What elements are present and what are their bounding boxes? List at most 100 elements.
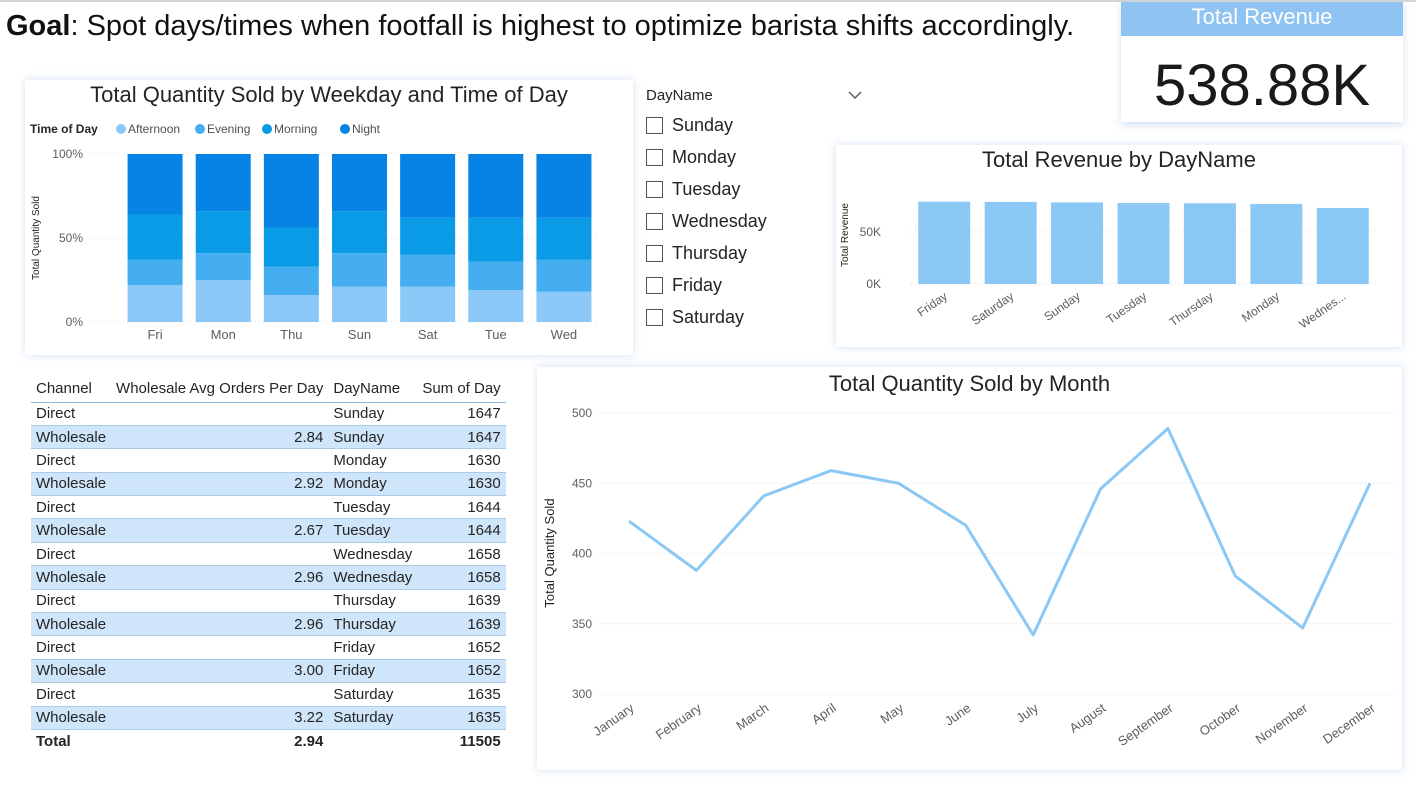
bar-segment-night-sun[interactable]	[332, 154, 387, 212]
bar-segment-afternoon-fri[interactable]	[127, 285, 183, 322]
y-tick-label: 0%	[66, 315, 84, 329]
legend-item-morning[interactable]: Morning	[262, 122, 317, 136]
data-point-october[interactable]	[1233, 574, 1237, 578]
table-cell: Tuesday	[328, 518, 418, 543]
kpi-title: Total Revenue	[1121, 2, 1403, 36]
slicer-item-monday[interactable]: Monday	[646, 145, 736, 169]
data-point-september[interactable]	[1166, 426, 1170, 430]
bar-segment-evening-mon[interactable]	[195, 253, 251, 280]
data-point-january[interactable]	[627, 519, 631, 523]
table-row[interactable]: Direct Saturday 1635	[31, 682, 506, 707]
channel-table[interactable]: Channel Wholesale Avg Orders Per Day DayNa…	[31, 376, 506, 753]
quantity-by-month-chart[interactable]: Total Quantity Sold by Month 300 350 400 45…	[537, 367, 1402, 770]
bar-segment-morning-wed[interactable]	[536, 217, 592, 260]
bar-segment-evening-thu[interactable]	[263, 266, 319, 296]
bar-segment-night-sat[interactable]	[400, 154, 456, 218]
data-point-june[interactable]	[964, 523, 968, 527]
bar-segment-morning-thu[interactable]	[263, 227, 319, 267]
table-row[interactable]: Wholesale 2.92 Monday 1630	[31, 472, 506, 497]
revenue-bar-wednes[interactable]	[1316, 207, 1369, 284]
bar-segment-afternoon-mon[interactable]	[195, 280, 251, 322]
legend-item-evening[interactable]: Evening	[195, 122, 250, 136]
table-row[interactable]: Wholesale 2.96 Wednesday 1658	[31, 565, 506, 590]
column-header[interactable]: Wholesale Avg Orders Per Day	[116, 380, 324, 398]
revenue-bar-monday[interactable]	[1250, 204, 1303, 284]
table-row[interactable]: Direct Friday 1652	[31, 635, 506, 660]
table-cell: Sunday	[328, 425, 418, 450]
y-tick-label: 50K	[860, 225, 881, 239]
slicer-checkbox[interactable]	[646, 148, 663, 166]
column-header[interactable]: Channel	[36, 380, 92, 398]
table-cell: Direct	[31, 682, 112, 707]
column-header[interactable]: DayName	[333, 380, 401, 398]
bar-segment-night-thu[interactable]	[263, 154, 319, 228]
column-header[interactable]: Sum of Day	[422, 380, 501, 398]
slicer-item-friday[interactable]: Friday	[646, 273, 722, 297]
bar-segment-night-fri[interactable]	[127, 154, 183, 215]
bar-segment-night-mon[interactable]	[195, 154, 251, 212]
line-series[interactable]	[628, 426, 1372, 637]
bar-segment-afternoon-wed[interactable]	[536, 291, 592, 322]
revenue-by-dayname-chart[interactable]: Total Revenue by DayName 0K 50K Total Reve…	[836, 145, 1402, 347]
data-point-july[interactable]	[1031, 633, 1035, 637]
bar-segment-afternoon-sat[interactable]	[400, 286, 456, 322]
bar-segment-evening-sat[interactable]	[400, 254, 456, 287]
slicer-checkbox[interactable]	[646, 212, 663, 230]
table-row[interactable]: Direct Sunday 1647	[31, 402, 506, 426]
legend-item-afternoon[interactable]: Afternoon	[116, 122, 180, 136]
dayname-slicer[interactable]: DayName Sunday Monday Tuesday Wednesday Thur…	[646, 85, 871, 335]
slicer-item-wednesday[interactable]: Wednesday	[646, 209, 767, 233]
slicer-item-saturday[interactable]: Saturday	[646, 305, 744, 329]
bar-segment-evening-fri[interactable]	[127, 259, 183, 286]
legend-item-night[interactable]: Night	[340, 122, 381, 136]
data-point-april[interactable]	[829, 469, 833, 473]
data-point-may[interactable]	[896, 481, 900, 485]
bar-segment-evening-tue[interactable]	[468, 261, 524, 291]
table-row[interactable]: Wholesale 2.67 Tuesday 1644	[31, 518, 506, 543]
bar-segment-night-tue[interactable]	[468, 154, 524, 218]
bar-segment-morning-sun[interactable]	[332, 211, 387, 254]
total-revenue-card[interactable]: Total Revenue 538.88K	[1121, 2, 1403, 122]
table-row[interactable]: Wholesale 2.96 Thursday 1639	[31, 612, 506, 637]
revenue-bar-saturday[interactable]	[984, 201, 1037, 284]
table-row[interactable]: Direct Wednesday 1658	[31, 542, 506, 567]
bar-segment-evening-sun[interactable]	[332, 253, 387, 287]
data-point-december[interactable]	[1368, 481, 1372, 485]
table-row[interactable]: Wholesale 3.22 Saturday 1635	[31, 706, 506, 730]
slicer-checkbox[interactable]	[646, 276, 663, 294]
revenue-bar-friday[interactable]	[918, 201, 971, 284]
data-point-february[interactable]	[694, 568, 698, 572]
bar-segment-morning-sat[interactable]	[400, 217, 456, 255]
rev-chart-svg: 0K 50K Total Revenue Friday Saturday Sunday Tu…	[840, 201, 1376, 331]
chevron-down-icon[interactable]	[848, 87, 862, 103]
bar-segment-afternoon-sun[interactable]	[332, 286, 387, 322]
bar-segment-afternoon-tue[interactable]	[468, 290, 524, 322]
slicer-item-thursday[interactable]: Thursday	[646, 241, 747, 265]
bar-segment-morning-fri[interactable]	[127, 214, 183, 260]
table-row[interactable]: Wholesale 2.84 Sunday 1647	[31, 425, 506, 450]
data-point-november[interactable]	[1301, 626, 1305, 630]
table-row[interactable]: Direct Monday 1630	[31, 448, 506, 473]
slicer-checkbox[interactable]	[646, 308, 663, 326]
table-row[interactable]: Wholesale 3.00 Friday 1652	[31, 659, 506, 684]
slicer-checkbox[interactable]	[646, 116, 663, 134]
table-row[interactable]: Direct Thursday 1639	[31, 589, 506, 614]
slicer-item-sunday[interactable]: Sunday	[646, 113, 733, 137]
slicer-checkbox[interactable]	[646, 180, 663, 198]
quantity-by-weekday-time-chart[interactable]: Total Quantity Sold by Weekday and Time …	[25, 80, 633, 355]
bar-segment-morning-tue[interactable]	[468, 217, 524, 262]
x-tick-label: January	[590, 700, 637, 739]
bar-segment-afternoon-thu[interactable]	[263, 295, 319, 322]
table-row[interactable]: Direct Tuesday 1644	[31, 495, 506, 520]
revenue-bar-thursday[interactable]	[1183, 203, 1236, 284]
slicer-item-tuesday[interactable]: Tuesday	[646, 177, 740, 201]
data-point-march[interactable]	[762, 494, 766, 498]
bar-segment-morning-mon[interactable]	[195, 211, 251, 254]
data-point-august[interactable]	[1099, 487, 1103, 491]
x-tick-label: Fri	[147, 327, 162, 342]
bar-segment-evening-wed[interactable]	[536, 259, 592, 292]
revenue-bar-sunday[interactable]	[1051, 202, 1104, 284]
slicer-checkbox[interactable]	[646, 244, 663, 262]
revenue-bar-tuesday[interactable]	[1117, 203, 1170, 284]
bar-segment-night-wed[interactable]	[536, 154, 592, 218]
